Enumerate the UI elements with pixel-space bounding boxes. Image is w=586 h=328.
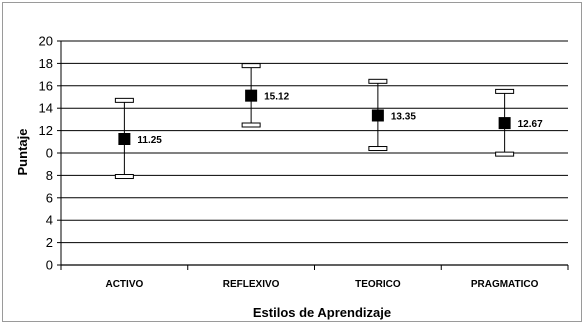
y-tick-label: 20: [39, 34, 53, 49]
y-tick-label: 0: [46, 146, 53, 161]
y-tick-label: 18: [39, 56, 53, 71]
error-bar-cap-upper: [368, 78, 388, 84]
error-bar-cap-upper: [241, 63, 261, 69]
mean-marker: [245, 89, 258, 102]
x-axis-title: Estilos de Aprendizaje: [253, 305, 391, 320]
x-tick-label: REFLEXIVO: [223, 279, 280, 290]
x-tick-label: TEORICO: [355, 279, 401, 290]
error-bar-cap-upper: [114, 97, 134, 103]
data-label: 13.35: [391, 111, 416, 122]
data-label: 11.25: [137, 135, 162, 146]
y-axis-title: Puntaje: [15, 129, 30, 176]
mean-marker: [118, 133, 131, 145]
y-tick-label: 2: [46, 235, 53, 250]
data-label: 12.67: [518, 119, 543, 130]
error-bar-cap-lower: [114, 174, 134, 180]
data-label: 15.12: [264, 92, 289, 103]
error-bar-cap-lower: [368, 146, 388, 152]
y-tick-label: 6: [46, 190, 53, 205]
chart-frame: 20 18 16 14 12 0 8 6 4 2 0 ACTIVO REFLEXIVO TEORICO PR…: [2, 2, 582, 322]
x-tick-label: PRAGMATICO: [471, 279, 539, 290]
error-bar-cap-upper: [495, 88, 515, 94]
y-tick-label: 4: [46, 213, 53, 228]
mean-marker: [371, 109, 384, 122]
y-tick-label: 8: [46, 168, 53, 183]
y-tick-label: 16: [39, 78, 53, 93]
error-bar-cap-lower: [241, 122, 261, 128]
y-tick-label: 14: [39, 101, 53, 116]
y-tick-label: 0: [46, 258, 53, 273]
error-bar-cap-lower: [495, 151, 515, 157]
y-tick-label: 12: [39, 123, 53, 138]
x-tick-label: ACTIVO: [105, 279, 143, 290]
mean-marker: [498, 117, 511, 130]
